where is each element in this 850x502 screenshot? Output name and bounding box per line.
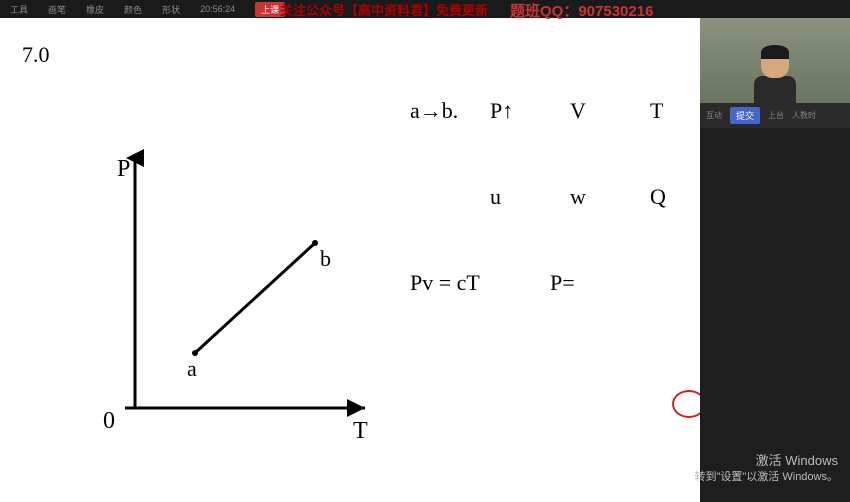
teacher-figure — [750, 48, 800, 103]
eq-row-1: a→b. P↑ V T — [410, 98, 690, 124]
x-axis-label: T — [353, 418, 368, 444]
tool-item[interactable]: 工具 — [10, 3, 28, 16]
tool-item[interactable]: 形状 — [162, 3, 180, 16]
watermark-sub: 转到"设置"以激活 Windows。 — [695, 470, 839, 484]
submit-button[interactable]: 提交 — [730, 107, 760, 124]
toolbar-time: 20:56:24 — [200, 4, 235, 14]
eq-ab: a→b. — [410, 98, 460, 124]
promo-banner-2: 题班QQ：907530216 — [510, 0, 653, 21]
vc-label[interactable]: 人数时 — [792, 110, 816, 121]
eq-p-eq: P= — [550, 270, 600, 296]
note-text: 7.0 — [22, 42, 50, 68]
whiteboard-canvas[interactable]: 7.0 P T 0 a b a→b. P↑ — [0, 18, 700, 502]
origin-label: 0 — [103, 408, 115, 434]
eq-v: V — [570, 98, 620, 124]
equations-area: a→b. P↑ V T u w Q Pv = cT P= — [410, 98, 690, 356]
pt-graph: P T 0 a b — [45, 138, 385, 468]
tool-item[interactable]: 画笔 — [48, 3, 66, 16]
graph-svg: P T 0 a b — [45, 138, 385, 468]
teacher-body — [754, 76, 796, 104]
eq-q: Q — [650, 184, 700, 210]
point-b-label: b — [320, 246, 331, 271]
eq-t: T — [650, 98, 700, 124]
point-a-label: a — [187, 356, 197, 381]
video-controls: 互动 提交 上台 人数时 — [700, 103, 850, 128]
eq-row-2: u w Q — [410, 184, 690, 210]
eq-u: u — [490, 184, 540, 210]
line-ab — [195, 243, 315, 353]
teacher-head — [761, 48, 789, 78]
windows-watermark: 激活 Windows 转到"设置"以激活 Windows。 — [695, 453, 839, 484]
sidebar-panel — [700, 128, 850, 502]
watermark-title: 激活 Windows — [695, 453, 839, 470]
point-b-dot — [312, 240, 318, 246]
vc-label[interactable]: 互动 — [706, 110, 722, 121]
eq-w: w — [570, 184, 620, 210]
vc-label[interactable]: 上台 — [768, 110, 784, 121]
eq-pvct: Pv = cT — [410, 270, 520, 296]
teacher-video-panel: 互动 提交 上台 人数时 — [700, 18, 850, 128]
y-axis-label: P — [117, 156, 130, 182]
eq-p-up: P↑ — [490, 98, 540, 124]
tool-item[interactable]: 橡皮 — [86, 3, 104, 16]
tool-item[interactable]: 颜色 — [124, 3, 142, 16]
promo-banner-1: 关注公众号【高中资料君】免费更新 — [280, 0, 488, 19]
eq-row-3: Pv = cT P= — [410, 270, 690, 296]
